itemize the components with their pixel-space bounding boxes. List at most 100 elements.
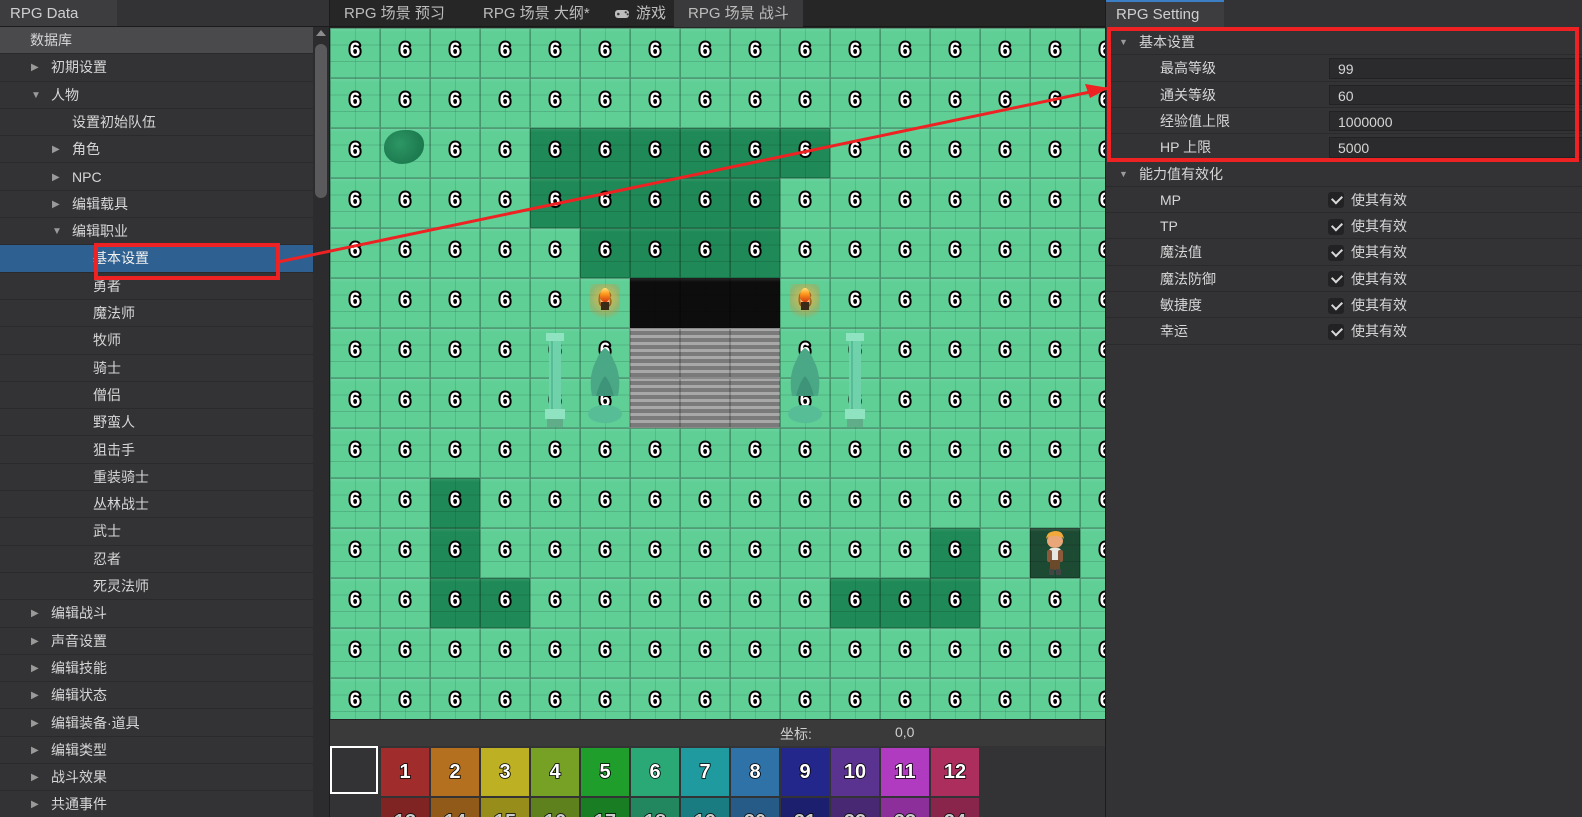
svg-text:6: 6 — [1000, 640, 1011, 661]
svg-text:6: 6 — [500, 340, 511, 361]
svg-text:6: 6 — [400, 490, 411, 511]
svg-text:6: 6 — [650, 40, 661, 61]
svg-text:6: 6 — [700, 690, 711, 711]
svg-text:6: 6 — [900, 590, 911, 611]
svg-text:6: 6 — [550, 40, 561, 61]
svg-text:6: 6 — [550, 240, 561, 261]
svg-text:6: 6 — [1050, 140, 1061, 161]
svg-text:6: 6 — [450, 290, 461, 311]
svg-text:6: 6 — [450, 490, 461, 511]
svg-text:6: 6 — [1000, 390, 1011, 411]
svg-text:6: 6 — [350, 240, 361, 261]
svg-text:6: 6 — [750, 690, 761, 711]
svg-text:6: 6 — [400, 590, 411, 611]
svg-text:6: 6 — [550, 290, 561, 311]
svg-text:6: 6 — [600, 490, 611, 511]
svg-text:6: 6 — [750, 490, 761, 511]
svg-text:6: 6 — [850, 190, 861, 211]
svg-text:6: 6 — [550, 190, 561, 211]
svg-text:6: 6 — [650, 590, 661, 611]
svg-text:6: 6 — [350, 440, 361, 461]
svg-text:6: 6 — [450, 390, 461, 411]
svg-text:6: 6 — [1050, 640, 1061, 661]
svg-text:6: 6 — [1050, 240, 1061, 261]
svg-text:6: 6 — [950, 640, 961, 661]
svg-text:6: 6 — [350, 640, 361, 661]
svg-text:6: 6 — [1050, 490, 1061, 511]
svg-text:6: 6 — [800, 590, 811, 611]
svg-text:6: 6 — [650, 640, 661, 661]
svg-text:6: 6 — [800, 190, 811, 211]
svg-text:6: 6 — [700, 40, 711, 61]
svg-text:6: 6 — [900, 390, 911, 411]
svg-text:6: 6 — [700, 240, 711, 261]
svg-text:6: 6 — [1000, 190, 1011, 211]
svg-text:6: 6 — [700, 190, 711, 211]
svg-text:6: 6 — [500, 540, 511, 561]
svg-text:6: 6 — [450, 640, 461, 661]
svg-text:6: 6 — [500, 140, 511, 161]
svg-text:6: 6 — [950, 340, 961, 361]
svg-text:6: 6 — [900, 140, 911, 161]
svg-text:6: 6 — [900, 40, 911, 61]
svg-text:6: 6 — [400, 390, 411, 411]
svg-text:6: 6 — [650, 540, 661, 561]
svg-text:6: 6 — [950, 440, 961, 461]
svg-text:6: 6 — [400, 340, 411, 361]
svg-text:6: 6 — [1050, 590, 1061, 611]
svg-text:6: 6 — [750, 240, 761, 261]
svg-text:6: 6 — [950, 140, 961, 161]
svg-text:6: 6 — [800, 490, 811, 511]
svg-text:6: 6 — [850, 240, 861, 261]
svg-text:6: 6 — [700, 140, 711, 161]
svg-text:6: 6 — [750, 590, 761, 611]
svg-text:6: 6 — [1000, 690, 1011, 711]
svg-text:6: 6 — [700, 590, 711, 611]
svg-text:6: 6 — [800, 540, 811, 561]
svg-text:6: 6 — [450, 440, 461, 461]
svg-text:6: 6 — [900, 490, 911, 511]
svg-text:6: 6 — [750, 640, 761, 661]
svg-text:6: 6 — [350, 490, 361, 511]
svg-text:6: 6 — [1050, 340, 1061, 361]
svg-text:6: 6 — [350, 190, 361, 211]
svg-text:6: 6 — [600, 690, 611, 711]
svg-text:6: 6 — [950, 190, 961, 211]
svg-text:6: 6 — [700, 540, 711, 561]
svg-text:6: 6 — [1100, 340, 1105, 361]
svg-text:6: 6 — [400, 40, 411, 61]
svg-text:6: 6 — [1000, 290, 1011, 311]
svg-text:6: 6 — [1000, 140, 1011, 161]
svg-text:6: 6 — [850, 90, 861, 111]
svg-text:6: 6 — [600, 140, 611, 161]
svg-text:6: 6 — [350, 690, 361, 711]
svg-text:6: 6 — [950, 90, 961, 111]
svg-text:6: 6 — [500, 40, 511, 61]
svg-text:6: 6 — [800, 240, 811, 261]
svg-text:6: 6 — [400, 290, 411, 311]
svg-text:6: 6 — [350, 40, 361, 61]
svg-text:6: 6 — [950, 690, 961, 711]
svg-text:6: 6 — [800, 690, 811, 711]
svg-text:6: 6 — [1050, 390, 1061, 411]
svg-text:6: 6 — [1000, 590, 1011, 611]
svg-text:6: 6 — [550, 640, 561, 661]
svg-text:6: 6 — [950, 590, 961, 611]
svg-text:6: 6 — [800, 40, 811, 61]
svg-text:6: 6 — [1000, 40, 1011, 61]
svg-text:6: 6 — [550, 440, 561, 461]
svg-text:6: 6 — [1100, 440, 1105, 461]
svg-text:6: 6 — [1100, 240, 1105, 261]
svg-text:6: 6 — [750, 540, 761, 561]
svg-text:6: 6 — [450, 540, 461, 561]
svg-text:6: 6 — [600, 190, 611, 211]
svg-text:6: 6 — [700, 440, 711, 461]
svg-text:6: 6 — [700, 90, 711, 111]
svg-text:6: 6 — [500, 290, 511, 311]
svg-text:6: 6 — [450, 40, 461, 61]
svg-text:6: 6 — [1100, 590, 1105, 611]
svg-text:6: 6 — [500, 590, 511, 611]
svg-text:6: 6 — [600, 40, 611, 61]
svg-text:6: 6 — [800, 440, 811, 461]
svg-text:6: 6 — [950, 290, 961, 311]
